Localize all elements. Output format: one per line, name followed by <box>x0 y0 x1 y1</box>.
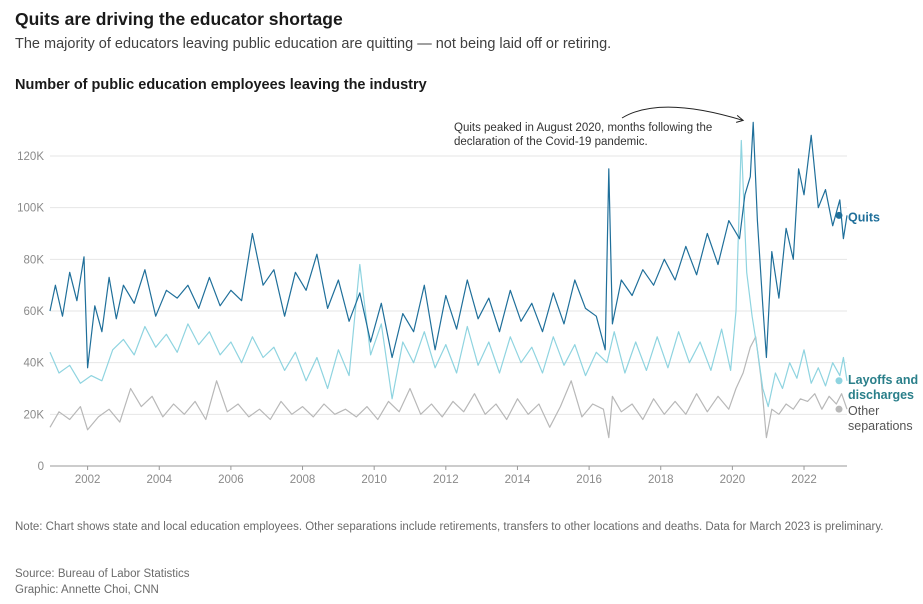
y-tick-label: 100K <box>17 203 44 215</box>
x-tick-label: 2004 <box>146 474 172 486</box>
grid-layer <box>50 155 847 415</box>
layoffs-label-line: Layoffs and <box>848 373 918 387</box>
chart-heading-text: Number of public education employees lea… <box>15 77 427 93</box>
chart-source: Source: Bureau of Labor Statistics <box>15 568 190 580</box>
other-separations-end-dot <box>835 405 843 413</box>
quits-label-line: Quits <box>848 210 880 224</box>
y-tick-label: 20K <box>24 409 45 421</box>
annotation-arrow <box>621 106 744 121</box>
annotation-arrowhead <box>736 115 745 123</box>
series-layer <box>49 121 848 439</box>
annotation-text-line: Quits peaked in August 2020, months foll… <box>454 122 712 134</box>
page-subtitle: The majority of educators leaving public… <box>15 36 612 52</box>
layoffs-label-line: discharges <box>848 388 914 402</box>
annotation-layer: Quits peaked in August 2020, months foll… <box>454 106 745 148</box>
x-tick-label: 2016 <box>576 474 602 486</box>
y-tick-label: 80K <box>24 254 45 266</box>
layoffs-end-dot <box>835 377 843 385</box>
x-tick-label: 2022 <box>791 474 817 486</box>
x-tick-label: 2014 <box>505 474 531 486</box>
y-tick-label: 120K <box>17 151 44 163</box>
x-tick-label: 2012 <box>433 474 459 486</box>
chart-note: Note: Chart shows state and local educat… <box>15 521 884 533</box>
quits-line <box>49 121 848 369</box>
x-tick-label: 2018 <box>648 474 674 486</box>
other-separations-label-line: Other <box>848 404 879 418</box>
y-tick-label: 0 <box>38 461 44 473</box>
page-title: Quits are driving the educator shortage <box>15 9 343 29</box>
y-tick-label: 40K <box>24 358 45 370</box>
x-tick-label: 2002 <box>75 474 101 486</box>
annotation-text-line: declaration of the Covid-19 pandemic. <box>454 136 648 148</box>
x-tick-label: 2010 <box>361 474 387 486</box>
x-tick-label: 2008 <box>290 474 316 486</box>
layoffs-line <box>49 139 848 408</box>
quits-end-dot <box>835 211 843 219</box>
x-tick-label: 2006 <box>218 474 244 486</box>
x-tick-label: 2020 <box>720 474 746 486</box>
other-separations-label-line: separations <box>848 419 913 433</box>
y-tick-label: 60K <box>24 306 45 318</box>
chart-heading: Number of public education employees lea… <box>15 77 427 93</box>
chart-credit: Graphic: Annette Choi, CNN <box>15 584 159 596</box>
axis-layer: 0 20K 40K 60K 80K 100K 120K 2002 2004 2006 2008 201… <box>17 151 847 486</box>
